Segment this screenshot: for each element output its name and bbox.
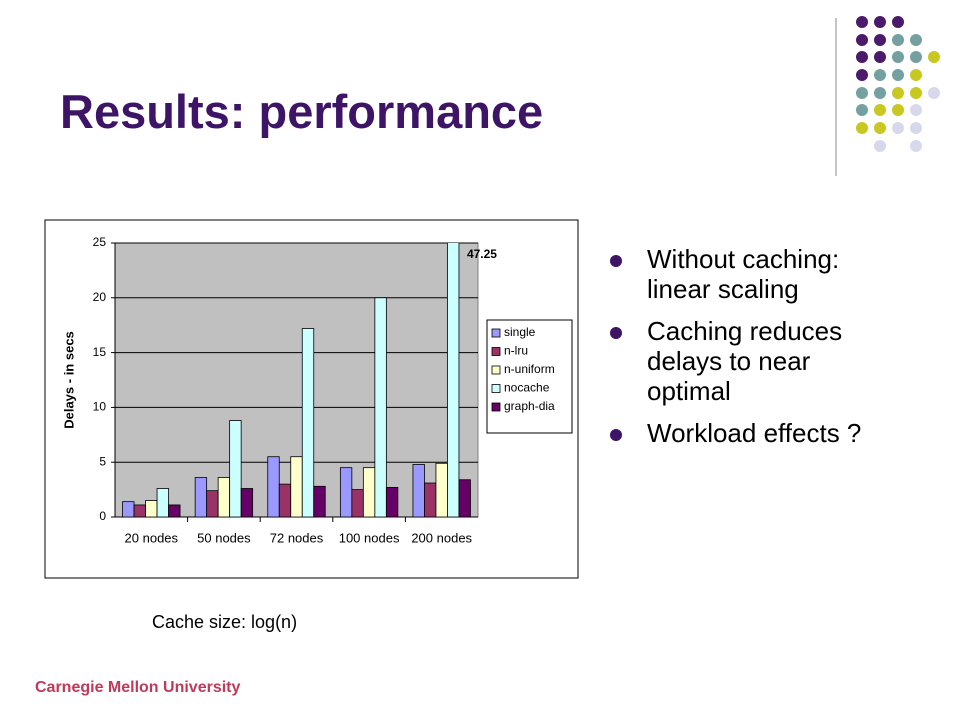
y-axis-label: Delays - in secs bbox=[61, 331, 76, 429]
bar bbox=[145, 500, 158, 517]
bar bbox=[290, 456, 303, 517]
x-tick-label: 200 nodes bbox=[411, 530, 472, 545]
y-tick-label: 5 bbox=[99, 454, 106, 468]
bullet-list: Without caching: linear scaling Caching … bbox=[610, 244, 900, 460]
y-tick-label: 15 bbox=[93, 345, 107, 359]
bar bbox=[424, 482, 437, 517]
slide-title: Results: performance bbox=[60, 85, 544, 138]
bar bbox=[267, 456, 280, 517]
bar bbox=[362, 467, 376, 517]
bar bbox=[278, 483, 292, 517]
bar bbox=[458, 479, 471, 517]
bullet: Caching reduces delays to near optimal bbox=[610, 316, 900, 406]
x-tick-label: 100 nodes bbox=[339, 530, 400, 545]
x-tick-label: 20 nodes bbox=[125, 530, 179, 545]
legend-swatch bbox=[491, 402, 501, 412]
bar bbox=[412, 463, 425, 517]
legend-swatch bbox=[491, 347, 501, 356]
bar bbox=[206, 490, 219, 517]
bullet: Workload effects ? bbox=[610, 418, 900, 448]
bar bbox=[313, 485, 326, 517]
bar bbox=[194, 477, 208, 517]
decor-dots bbox=[856, 16, 940, 152]
y-tick-label: 10 bbox=[93, 400, 107, 414]
legend-box bbox=[486, 319, 573, 434]
bar bbox=[156, 488, 169, 517]
legend-label: n-lru bbox=[504, 344, 528, 358]
bar bbox=[122, 501, 135, 517]
y-tick-label: 20 bbox=[93, 290, 107, 304]
data-label: 47.25 bbox=[467, 247, 497, 261]
x-tick-label: 72 nodes bbox=[270, 530, 324, 545]
bar bbox=[240, 488, 254, 517]
legend-swatch bbox=[491, 365, 501, 375]
legend-label: graph-dia bbox=[504, 399, 555, 413]
legend-label: n-uniform bbox=[504, 362, 555, 376]
caption: Cache size: log(n) bbox=[152, 612, 298, 632]
bar bbox=[229, 420, 242, 517]
legend-swatch bbox=[491, 384, 501, 393]
bar bbox=[435, 462, 448, 517]
bar bbox=[374, 297, 387, 517]
bar bbox=[133, 504, 146, 517]
legend-swatch bbox=[491, 328, 501, 338]
bar bbox=[168, 504, 181, 517]
bar bbox=[339, 467, 353, 517]
x-tick-label: 50 nodes bbox=[197, 530, 251, 545]
bar bbox=[447, 243, 460, 517]
bar bbox=[351, 489, 364, 517]
y-tick-label: 25 bbox=[93, 235, 107, 249]
bullet: Without caching: linear scaling bbox=[610, 244, 900, 304]
bars bbox=[122, 243, 471, 517]
bar bbox=[217, 477, 231, 517]
bar bbox=[385, 487, 399, 517]
y-tick-label: 0 bbox=[99, 509, 106, 523]
bar bbox=[301, 328, 315, 517]
legend-label: nocache bbox=[504, 381, 550, 395]
legend-label: single bbox=[504, 325, 536, 339]
footer: Carnegie Mellon University bbox=[35, 679, 241, 696]
